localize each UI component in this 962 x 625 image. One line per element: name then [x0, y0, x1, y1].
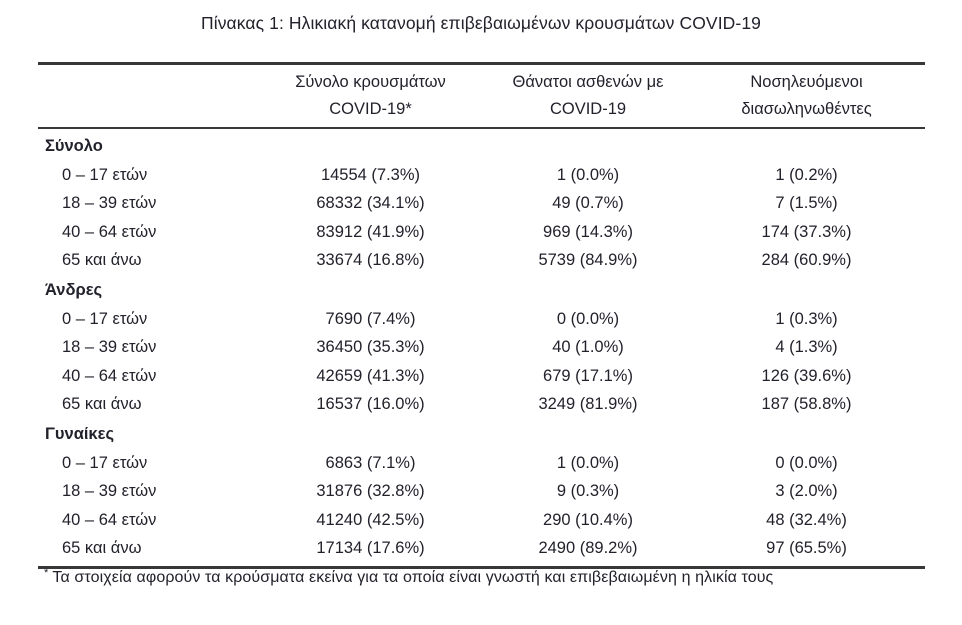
column-header-intubated-line2: διασωληνωθέντες	[741, 100, 872, 118]
row-label: 65 και άνω	[62, 539, 142, 558]
table-row: 65 και άνω 16537 (16.0%) 3249 (81.9%) 18…	[38, 391, 925, 420]
table-row: 0 – 17 ετών 14554 (7.3%) 1 (0.0%) 1 (0.2…	[38, 161, 925, 190]
row-label: 0 – 17 ετών	[62, 453, 148, 472]
table-row: 65 και άνω 33674 (16.8%) 5739 (84.9%) 28…	[38, 247, 925, 276]
column-header-deaths: Θάνατοι ασθενών με COVID-19	[488, 69, 688, 123]
table-row: 18 – 39 ετών 36450 (35.3%) 40 (1.0%) 4 (…	[38, 334, 925, 363]
deaths-cell: 679 (17.1%)	[543, 366, 633, 385]
intubated-cell: 97 (65.5%)	[766, 539, 847, 558]
cases-cell: 42659 (41.3%)	[316, 366, 425, 385]
deaths-cell: 9 (0.3%)	[556, 482, 620, 501]
footnote-asterisk: *	[44, 567, 49, 579]
cases-cell: 33674 (16.8%)	[316, 251, 425, 270]
deaths-cell: 0 (0.0%)	[556, 309, 620, 328]
row-label: 18 – 39 ετών	[62, 194, 157, 213]
row-label: 65 και άνω	[62, 251, 142, 270]
covid-age-distribution-table: Σύνολο κρουσμάτων COVID-19* Θάνατοι ασθε…	[38, 62, 925, 569]
deaths-cell: 5739 (84.9%)	[538, 251, 638, 270]
table-row: 40 – 64 ετών 42659 (41.3%) 679 (17.1%) 1…	[38, 362, 925, 391]
intubated-cell: 1 (0.3%)	[775, 309, 838, 328]
table-row: 18 – 39 ετών 68332 (34.1%) 49 (0.7%) 7 (…	[38, 190, 925, 219]
row-label: 40 – 64 ετών	[62, 222, 157, 241]
cases-cell: 68332 (34.1%)	[316, 194, 425, 213]
cases-cell: 41240 (42.5%)	[316, 510, 425, 529]
intubated-cell: 3 (2.0%)	[775, 482, 838, 501]
column-header-intubated: Νοσηλευόμενοι διασωληνωθέντες	[688, 69, 925, 123]
intubated-cell: 174 (37.3%)	[761, 222, 852, 241]
section-header-total: Σύνολο	[45, 136, 103, 155]
deaths-cell: 2490 (89.2%)	[538, 539, 638, 558]
page-title: Πίνακας 1: Ηλικιακή κατανομή επιβεβαιωμέ…	[200, 13, 761, 33]
intubated-cell: 0 (0.0%)	[775, 453, 838, 472]
section-header-women: Γυναίκες	[45, 424, 115, 443]
cases-cell: 16537 (16.0%)	[316, 395, 425, 414]
table-row: 65 και άνω 17134 (17.6%) 2490 (89.2%) 97…	[38, 535, 925, 564]
footnote-text: Τα στοιχεία αφορούν τα κρούσματα εκείνα …	[52, 569, 774, 586]
cases-cell: 36450 (35.3%)	[316, 338, 425, 357]
table-row: 0 – 17 ετών 7690 (7.4%) 0 (0.0%) 1 (0.3%…	[38, 305, 925, 334]
row-label: 40 – 64 ετών	[62, 510, 157, 529]
intubated-cell: 126 (39.6%)	[761, 366, 852, 385]
table-row: 18 – 39 ετών 31876 (32.8%) 9 (0.3%) 3 (2…	[38, 478, 925, 507]
deaths-cell: 40 (1.0%)	[552, 338, 624, 357]
deaths-cell: 49 (0.7%)	[552, 194, 624, 213]
column-header-total-cases-line2: COVID-19*	[329, 100, 412, 118]
column-header-total-cases: Σύνολο κρουσμάτων COVID-19*	[253, 69, 488, 123]
row-label: 0 – 17 ετών	[62, 309, 148, 328]
deaths-cell: 290 (10.4%)	[543, 510, 633, 529]
deaths-cell: 1 (0.0%)	[556, 453, 620, 472]
intubated-cell: 48 (32.4%)	[766, 510, 847, 529]
table-header-row: Σύνολο κρουσμάτων COVID-19* Θάνατοι ασθε…	[38, 65, 925, 129]
footnote: * Τα στοιχεία αφορούν τα κρούσματα εκείνα…	[44, 567, 774, 587]
section-header-men: Άνδρες	[45, 280, 103, 299]
cases-cell: 6863 (7.1%)	[325, 453, 416, 472]
table-row: 0 – 17 ετών 6863 (7.1%) 1 (0.0%) 0 (0.0%…	[38, 449, 925, 478]
cases-cell: 83912 (41.9%)	[316, 222, 425, 241]
column-header-total-cases-line1: Σύνολο κρουσμάτων	[295, 73, 446, 91]
cases-cell: 14554 (7.3%)	[320, 165, 421, 184]
column-header-deaths-line2: COVID-19	[549, 100, 627, 118]
cases-cell: 7690 (7.4%)	[325, 309, 416, 328]
row-label: 65 και άνω	[62, 395, 142, 414]
intubated-cell: 7 (1.5%)	[775, 194, 838, 213]
row-label: 18 – 39 ετών	[62, 482, 157, 501]
table-row: 40 – 64 ετών 83912 (41.9%) 969 (14.3%) 1…	[38, 218, 925, 247]
intubated-cell: 187 (58.8%)	[761, 395, 852, 414]
deaths-cell: 3249 (81.9%)	[538, 395, 638, 414]
cases-cell: 17134 (17.6%)	[316, 539, 425, 558]
intubated-cell: 284 (60.9%)	[761, 251, 852, 270]
row-label: 0 – 17 ετών	[62, 165, 148, 184]
row-label: 18 – 39 ετών	[62, 338, 157, 357]
table-body: Σύνολο 0 – 17 ετών 14554 (7.3%) 1 (0.0%)…	[38, 129, 925, 566]
column-header-intubated-line1: Νοσηλευόμενοι	[750, 73, 863, 91]
deaths-cell: 1 (0.0%)	[556, 165, 620, 184]
row-label: 40 – 64 ετών	[62, 366, 157, 385]
table-row: 40 – 64 ετών 41240 (42.5%) 290 (10.4%) 4…	[38, 506, 925, 535]
deaths-cell: 969 (14.3%)	[543, 222, 633, 241]
intubated-cell: 1 (0.2%)	[775, 165, 838, 184]
cases-cell: 31876 (32.8%)	[316, 482, 425, 501]
column-header-deaths-line1: Θάνατοι ασθενών με	[512, 73, 664, 91]
intubated-cell: 4 (1.3%)	[775, 338, 838, 357]
